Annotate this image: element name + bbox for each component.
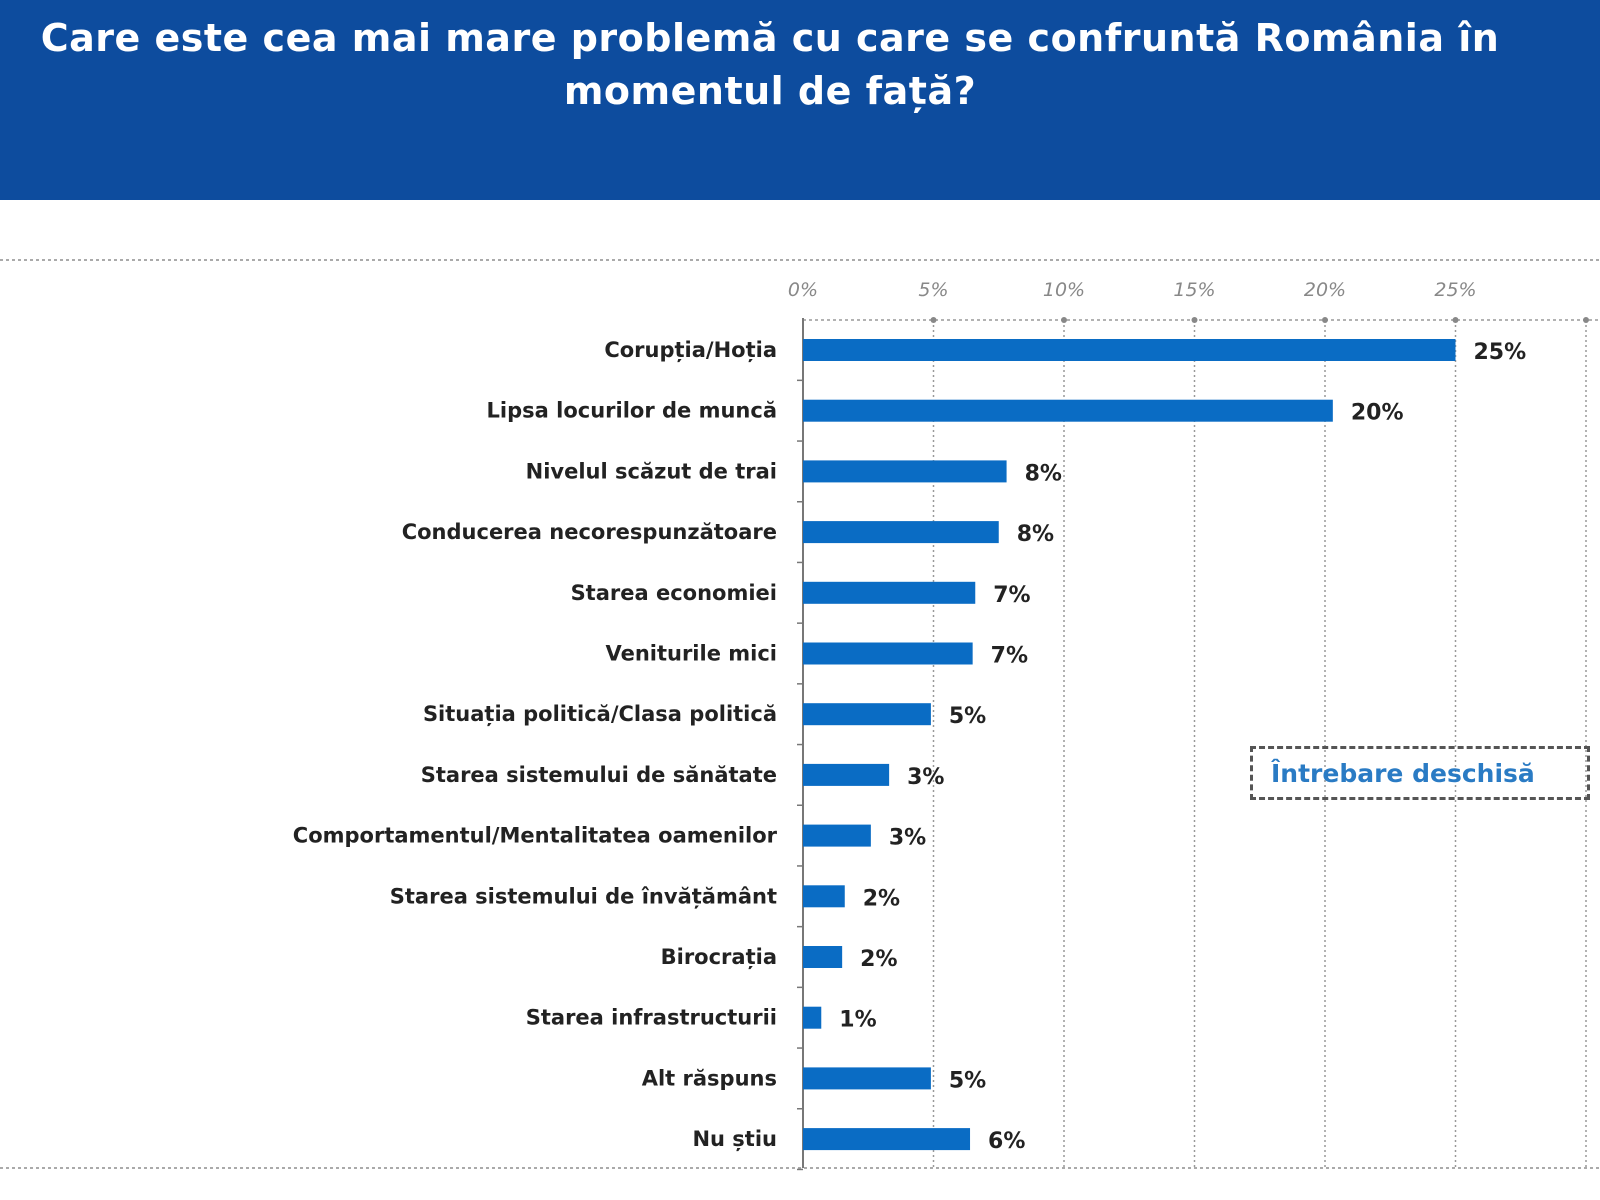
tick-mark (1061, 317, 1067, 323)
x-tick-label: 5% (918, 279, 948, 301)
category-label: Starea sistemului de sănătate (421, 763, 777, 787)
bar (803, 824, 871, 847)
open-question-note: Întrebare deschisă (1250, 746, 1590, 800)
data-label: 7% (993, 583, 1030, 608)
x-tick-label: 20% (1304, 279, 1346, 301)
data-label: 5% (949, 1068, 986, 1093)
category-label: Nu știu (692, 1127, 777, 1151)
category-label: Corupția/Hoția (604, 338, 777, 363)
bar (803, 339, 1456, 361)
bar (803, 399, 1333, 422)
tick-mark (1322, 317, 1328, 323)
category-label: Situația politică/Clasa politică (423, 702, 777, 727)
bar (803, 521, 999, 544)
tick-mark (1191, 317, 1198, 323)
bar (803, 642, 973, 665)
data-label: 25% (1474, 340, 1527, 365)
x-tick-label: 10% (1043, 279, 1085, 301)
data-label: 1% (839, 1008, 876, 1033)
data-label: 2% (863, 886, 900, 911)
bar (803, 703, 931, 726)
data-label: 7% (991, 644, 1028, 669)
data-label: 8% (1017, 522, 1054, 547)
category-label: Nivelul scăzut de trai (526, 459, 777, 483)
data-label: 3% (907, 765, 944, 790)
category-label: Birocrația (661, 945, 777, 970)
x-tick-label: 25% (1434, 279, 1476, 301)
x-tick-label: 15% (1173, 279, 1215, 301)
chart-title: Care este cea mai mare problemă cu care … (40, 16, 1500, 113)
tick-mark (1452, 317, 1459, 323)
category-label: Veniturile mici (605, 642, 777, 666)
category-label: Lipsa locurilor de muncă (487, 399, 777, 423)
tick-mark (930, 317, 937, 323)
header-banner: Care este cea mai mare problemă cu care … (0, 0, 1600, 200)
category-label: Starea sistemului de învățământ (390, 884, 777, 909)
category-label: Comportamentul/Mentalitatea oamenilor (293, 824, 778, 848)
bar (803, 581, 976, 604)
bar (803, 885, 845, 908)
data-label: 6% (988, 1129, 1025, 1154)
data-label: 5% (949, 704, 986, 729)
bar (803, 1128, 971, 1151)
bar (803, 946, 843, 968)
category-label: Starea infrastructurii (526, 1006, 777, 1030)
bar (803, 1006, 822, 1029)
bar (803, 460, 1007, 483)
data-label: 20% (1351, 401, 1404, 426)
category-label: Starea economiei (571, 581, 777, 605)
data-label: 8% (1025, 461, 1062, 486)
x-tick-label: 0% (788, 279, 818, 301)
category-label: Alt răspuns (642, 1066, 777, 1090)
data-label: 2% (860, 947, 897, 972)
bar (803, 1067, 931, 1090)
tick-mark (1583, 317, 1589, 323)
data-label: 3% (889, 826, 926, 851)
category-label: Conducerea necorespunzătoare (402, 520, 777, 544)
bar (803, 763, 890, 786)
